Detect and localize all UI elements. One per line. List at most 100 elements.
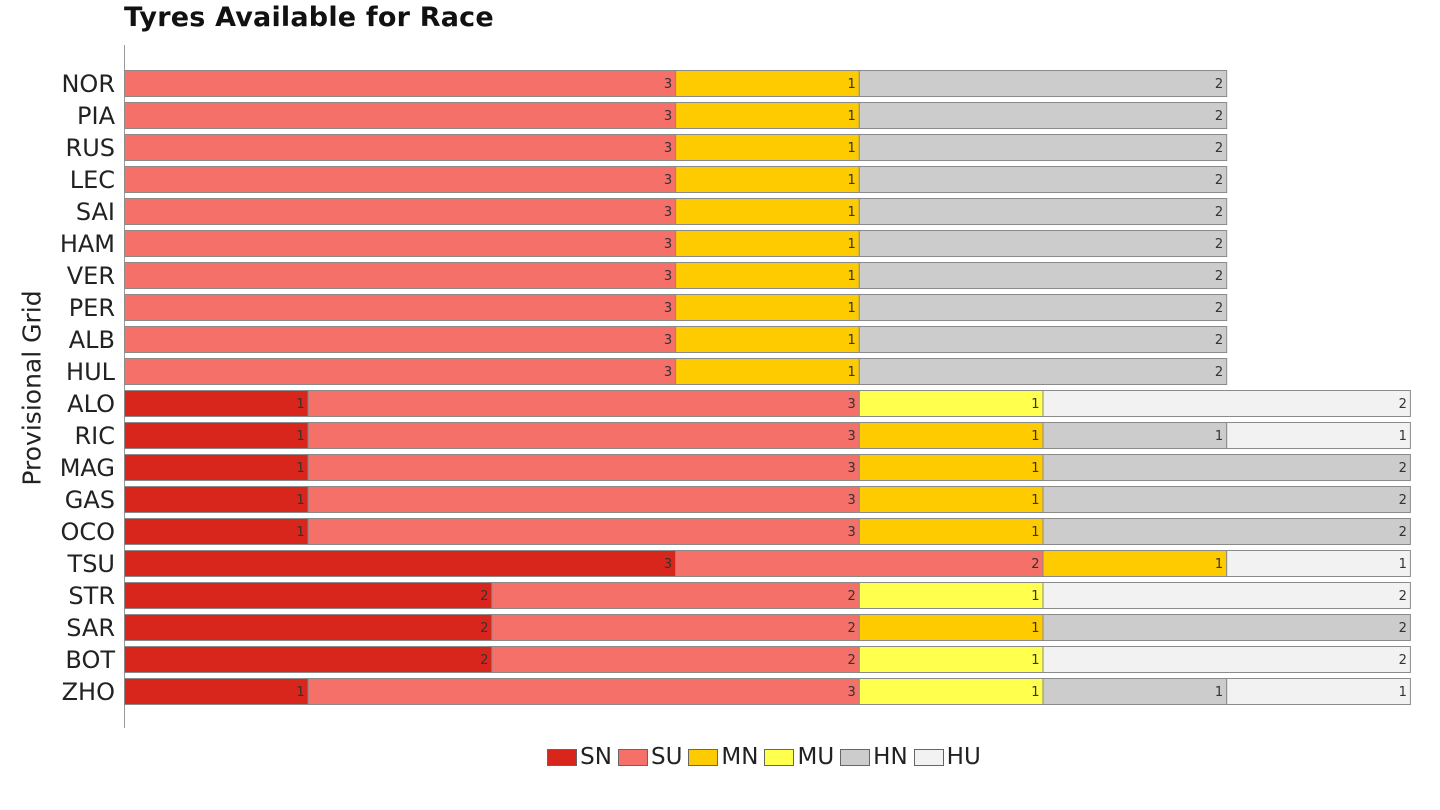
bar-rus-hn: [858, 134, 1228, 161]
bar-alo-mu: [858, 390, 1044, 417]
bar-ric-sn: [124, 422, 309, 449]
bar-sar-sn: [124, 614, 493, 641]
bar-value-label-alb-hn: 2: [1215, 333, 1223, 348]
bar-value-label-gas-su: 3: [848, 493, 856, 508]
legend-swatch-hu: [913, 748, 944, 766]
bar-value-label-mag-hn: 2: [1399, 461, 1407, 476]
bar-value-label-tsu-hu: 1: [1399, 557, 1407, 572]
bar-value-label-pia-hn: 2: [1215, 109, 1223, 124]
bar-value-label-sar-sn: 2: [480, 621, 488, 636]
chart-title: Tyres Available for Race: [124, 2, 494, 33]
bar-str-sn: [124, 582, 493, 609]
bar-nor-hn: [858, 70, 1228, 97]
bar-value-label-nor-mn: 1: [848, 77, 856, 92]
bar-value-label-zho-sn: 1: [296, 685, 304, 700]
bar-str-hu: [1042, 582, 1411, 609]
bar-value-label-ric-mn: 1: [1031, 429, 1039, 444]
bar-value-label-ric-hu: 1: [1399, 429, 1407, 444]
legend-item-hn: HN: [840, 744, 908, 770]
row-label-sai: SAI: [76, 198, 115, 226]
bar-value-label-oco-sn: 1: [296, 525, 304, 540]
bar-ham-mn: [675, 230, 860, 257]
bar-value-label-bot-sn: 2: [480, 653, 488, 668]
legend-item-su: SU: [617, 744, 683, 770]
bar-nor-mn: [675, 70, 860, 97]
bar-value-label-mag-mn: 1: [1031, 461, 1039, 476]
bar-value-label-zho-su: 3: [848, 685, 856, 700]
bar-value-label-lec-su: 3: [664, 173, 672, 188]
legend: SN SU MN MU HN HU: [0, 744, 1440, 770]
bar-nor-su: [124, 70, 677, 97]
bar-mag-mn: [858, 454, 1044, 481]
bar-hul-hn: [858, 358, 1228, 385]
row-label-pia: PIA: [77, 102, 116, 130]
row-label-sar: SAR: [66, 614, 115, 642]
bar-value-label-zho-mu: 1: [1031, 685, 1039, 700]
bar-value-label-lec-mn: 1: [848, 173, 856, 188]
legend-label-sn: SN: [580, 744, 612, 770]
bar-value-label-alo-hu: 2: [1399, 397, 1407, 412]
bar-lec-su: [124, 166, 677, 193]
bar-alo-hu: [1042, 390, 1411, 417]
row-label-per: PER: [69, 294, 115, 322]
bar-value-label-mag-su: 3: [848, 461, 856, 476]
bar-per-mn: [675, 294, 860, 321]
bar-value-label-sar-su: 2: [848, 621, 856, 636]
bar-value-label-ver-su: 3: [664, 269, 672, 284]
legend-item-mn: MN: [688, 744, 758, 770]
bar-value-label-alo-sn: 1: [296, 397, 304, 412]
bar-ric-hu: [1226, 422, 1411, 449]
bar-str-su: [491, 582, 860, 609]
legend-label-mn: MN: [721, 744, 759, 770]
bar-value-label-lec-hn: 2: [1215, 173, 1223, 188]
bar-value-label-sai-hn: 2: [1215, 205, 1223, 220]
bar-value-label-alb-mn: 1: [848, 333, 856, 348]
bar-bot-mu: [858, 646, 1044, 673]
bar-zho-hu: [1226, 678, 1411, 705]
bar-zho-hn: [1042, 678, 1228, 705]
row-label-gas: GAS: [65, 486, 115, 514]
bar-sai-su: [124, 198, 677, 225]
bar-value-label-tsu-sn: 3: [664, 557, 672, 572]
bar-value-label-str-su: 2: [848, 589, 856, 604]
legend-swatch-sn: [547, 748, 578, 766]
bar-gas-sn: [124, 486, 309, 513]
bar-alo-sn: [124, 390, 309, 417]
bar-oco-hn: [1042, 518, 1411, 545]
bar-value-label-oco-hn: 2: [1399, 525, 1407, 540]
bar-rus-su: [124, 134, 677, 161]
bar-value-label-ham-su: 3: [664, 237, 672, 252]
bar-value-label-rus-mn: 1: [848, 141, 856, 156]
bar-ham-su: [124, 230, 677, 257]
bar-tsu-mn: [1042, 550, 1228, 577]
bar-gas-mn: [858, 486, 1044, 513]
bar-alb-su: [124, 326, 677, 353]
bar-value-label-alo-mu: 1: [1031, 397, 1039, 412]
bar-value-label-zho-hn: 1: [1215, 685, 1223, 700]
bar-value-label-ver-hn: 2: [1215, 269, 1223, 284]
bar-lec-mn: [675, 166, 860, 193]
bar-pia-mn: [675, 102, 860, 129]
row-labels: NOR PIA RUS LEC SAI HAM VER PER ALB HUL ALO RIC MAG G…: [60, 70, 116, 706]
bar-oco-sn: [124, 518, 309, 545]
bars: 3 1 2 3 1 2 3 1 2 3 1 2 3 1 2 3 1 2 3 1 2 3 1 2 3 1 2 3 1 2 1 3 1 2 1 3 1 1 1 1…: [124, 70, 1411, 705]
bar-ric-su: [307, 422, 860, 449]
bar-value-label-hul-hn: 2: [1215, 365, 1223, 380]
bar-value-label-bot-mu: 1: [1031, 653, 1039, 668]
legend-label-su: SU: [650, 744, 683, 770]
bar-value-label-gas-sn: 1: [296, 493, 304, 508]
bar-value-label-zho-hu: 1: [1399, 685, 1407, 700]
bar-zho-su: [307, 678, 860, 705]
bar-value-label-ric-su: 3: [848, 429, 856, 444]
bar-zho-sn: [124, 678, 309, 705]
bar-value-label-hul-mn: 1: [848, 365, 856, 380]
bar-str-mu: [858, 582, 1044, 609]
bar-oco-su: [307, 518, 860, 545]
bar-value-label-oco-su: 3: [848, 525, 856, 540]
bar-rus-mn: [675, 134, 860, 161]
row-label-oco: OCO: [60, 518, 115, 546]
bar-ric-mn: [858, 422, 1044, 449]
bar-sar-su: [491, 614, 860, 641]
legend-label-mu: MU: [797, 744, 835, 770]
legend-label-hu: HU: [946, 744, 981, 770]
